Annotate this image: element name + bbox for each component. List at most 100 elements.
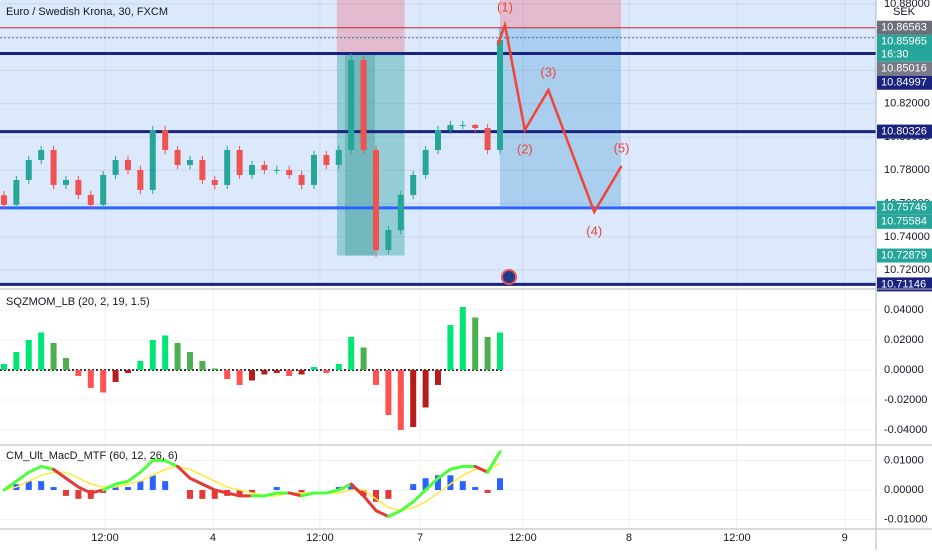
macd-line: [324, 488, 341, 495]
macd-hist-bar: [25, 481, 32, 491]
macd-line: [411, 488, 428, 504]
momentum-bar: [25, 339, 32, 370]
momentum-bar: [75, 369, 82, 376]
y-tick-label: 0.00000: [884, 364, 924, 376]
macd-line: [163, 459, 180, 468]
macd-hist-bar: [372, 490, 379, 502]
candle-body: [397, 194, 404, 231]
macd-hist-bar: [186, 490, 193, 499]
macd-hist-bar: [112, 487, 119, 491]
macd-hist-bar: [497, 478, 504, 491]
x-tick-label: 12:00: [509, 532, 537, 544]
y-tick-label: 10.72000: [884, 264, 930, 276]
macd-hist-bar: [149, 475, 156, 491]
candle-body: [62, 179, 69, 185]
momentum-bar: [323, 369, 330, 373]
macd-line: [89, 488, 105, 495]
candle-body: [310, 154, 317, 185]
chart-title: Euro / Swedish Krona, 30, FXCM: [6, 6, 168, 18]
position-zone: [336, 0, 405, 54]
price-badge-label: 10.71146: [881, 278, 926, 290]
x-tick-label: 8: [626, 532, 632, 544]
price-badge: [877, 20, 932, 35]
momentum-bar: [62, 357, 69, 370]
x-tick-label: 9: [842, 532, 848, 544]
event-marker[interactable]: [501, 269, 517, 285]
macd-line: [213, 488, 229, 495]
momentum-bar: [112, 369, 119, 382]
macd-hist-bar: [50, 487, 57, 491]
macd-line: [436, 467, 452, 480]
candle-body: [186, 159, 193, 165]
momentum-bar: [162, 335, 169, 370]
momentum-bar: [174, 342, 181, 370]
candle-body: [0, 195, 7, 205]
candle-body: [224, 149, 231, 185]
indicator-title: SQZMOM_LB (20, 2, 19, 1.5): [6, 296, 150, 308]
candle-body: [13, 179, 20, 205]
x-tick-label: 7: [417, 532, 423, 544]
macd-hist-bar: [459, 481, 466, 491]
candle-body: [162, 130, 169, 150]
y-tick-label: -0.02000: [884, 394, 927, 406]
indicator-title: CM_Ult_MacD_MTF (60, 12, 26, 6): [6, 450, 178, 462]
macd-line: [200, 482, 217, 492]
macd-line: [262, 491, 279, 498]
macd-line: [76, 485, 93, 495]
y-tick-label: 10.74000: [884, 231, 930, 243]
momentum-bar: [447, 324, 454, 370]
candle-body: [372, 149, 379, 251]
candle-body: [323, 154, 330, 165]
y-tick-label: -0.01000: [884, 513, 927, 525]
momentum-bar: [435, 369, 441, 385]
price-badge: [877, 214, 932, 229]
momentum-bar: [236, 369, 243, 385]
macd-line: [399, 500, 415, 513]
candle-body: [497, 39, 504, 150]
macd-hist-bar: [124, 487, 131, 491]
macd-line: [362, 494, 378, 513]
price-badge: [877, 75, 932, 90]
momentum-bar: [87, 369, 94, 388]
momentum-bar: [0, 363, 7, 370]
momentum-bar: [248, 369, 255, 381]
candle-body: [137, 169, 144, 190]
macd-line: [374, 509, 390, 519]
momentum-bar: [348, 336, 355, 370]
momentum-bar: [186, 351, 193, 370]
macd-hist-bar: [273, 487, 280, 491]
x-tick-label: 12:00: [306, 532, 334, 544]
macd-line: [300, 491, 316, 498]
price-badge: [877, 248, 932, 263]
price-badge-label: 10.75584: [881, 216, 927, 228]
candle-body: [100, 174, 107, 205]
macd-line: [486, 450, 502, 474]
candle-body: [273, 169, 280, 171]
y-tick-label: 0.01000: [884, 454, 924, 466]
candle-body: [459, 125, 466, 127]
momentum-bar: [199, 360, 206, 370]
macd-line: [287, 491, 304, 498]
momentum-bar: [484, 336, 491, 370]
candle-body: [25, 159, 32, 180]
momentum-bar: [459, 306, 466, 370]
price-badge-label: 10.84997: [881, 77, 927, 89]
momentum-bar: [124, 369, 131, 373]
x-tick-label: 12:00: [723, 532, 751, 544]
momentum-bar: [13, 351, 20, 370]
momentum-bar: [211, 368, 218, 370]
y-tick-label: 10.88000: [884, 0, 930, 10]
y-tick-label: 10.78000: [884, 164, 930, 176]
candle-body: [112, 159, 119, 175]
macd-line: [14, 470, 31, 483]
y-tick-label: -0.04000: [884, 424, 927, 436]
x-tick-label: 12:00: [91, 532, 119, 544]
y-tick-label: 0.04000: [884, 304, 924, 316]
macd-line: [27, 464, 43, 474]
macd-line: [188, 476, 204, 486]
macd-hist-bar: [298, 490, 305, 493]
macd-hist-bar: [75, 490, 82, 499]
candle-body: [236, 149, 243, 175]
price-badge-label: 10.72879: [881, 249, 927, 261]
